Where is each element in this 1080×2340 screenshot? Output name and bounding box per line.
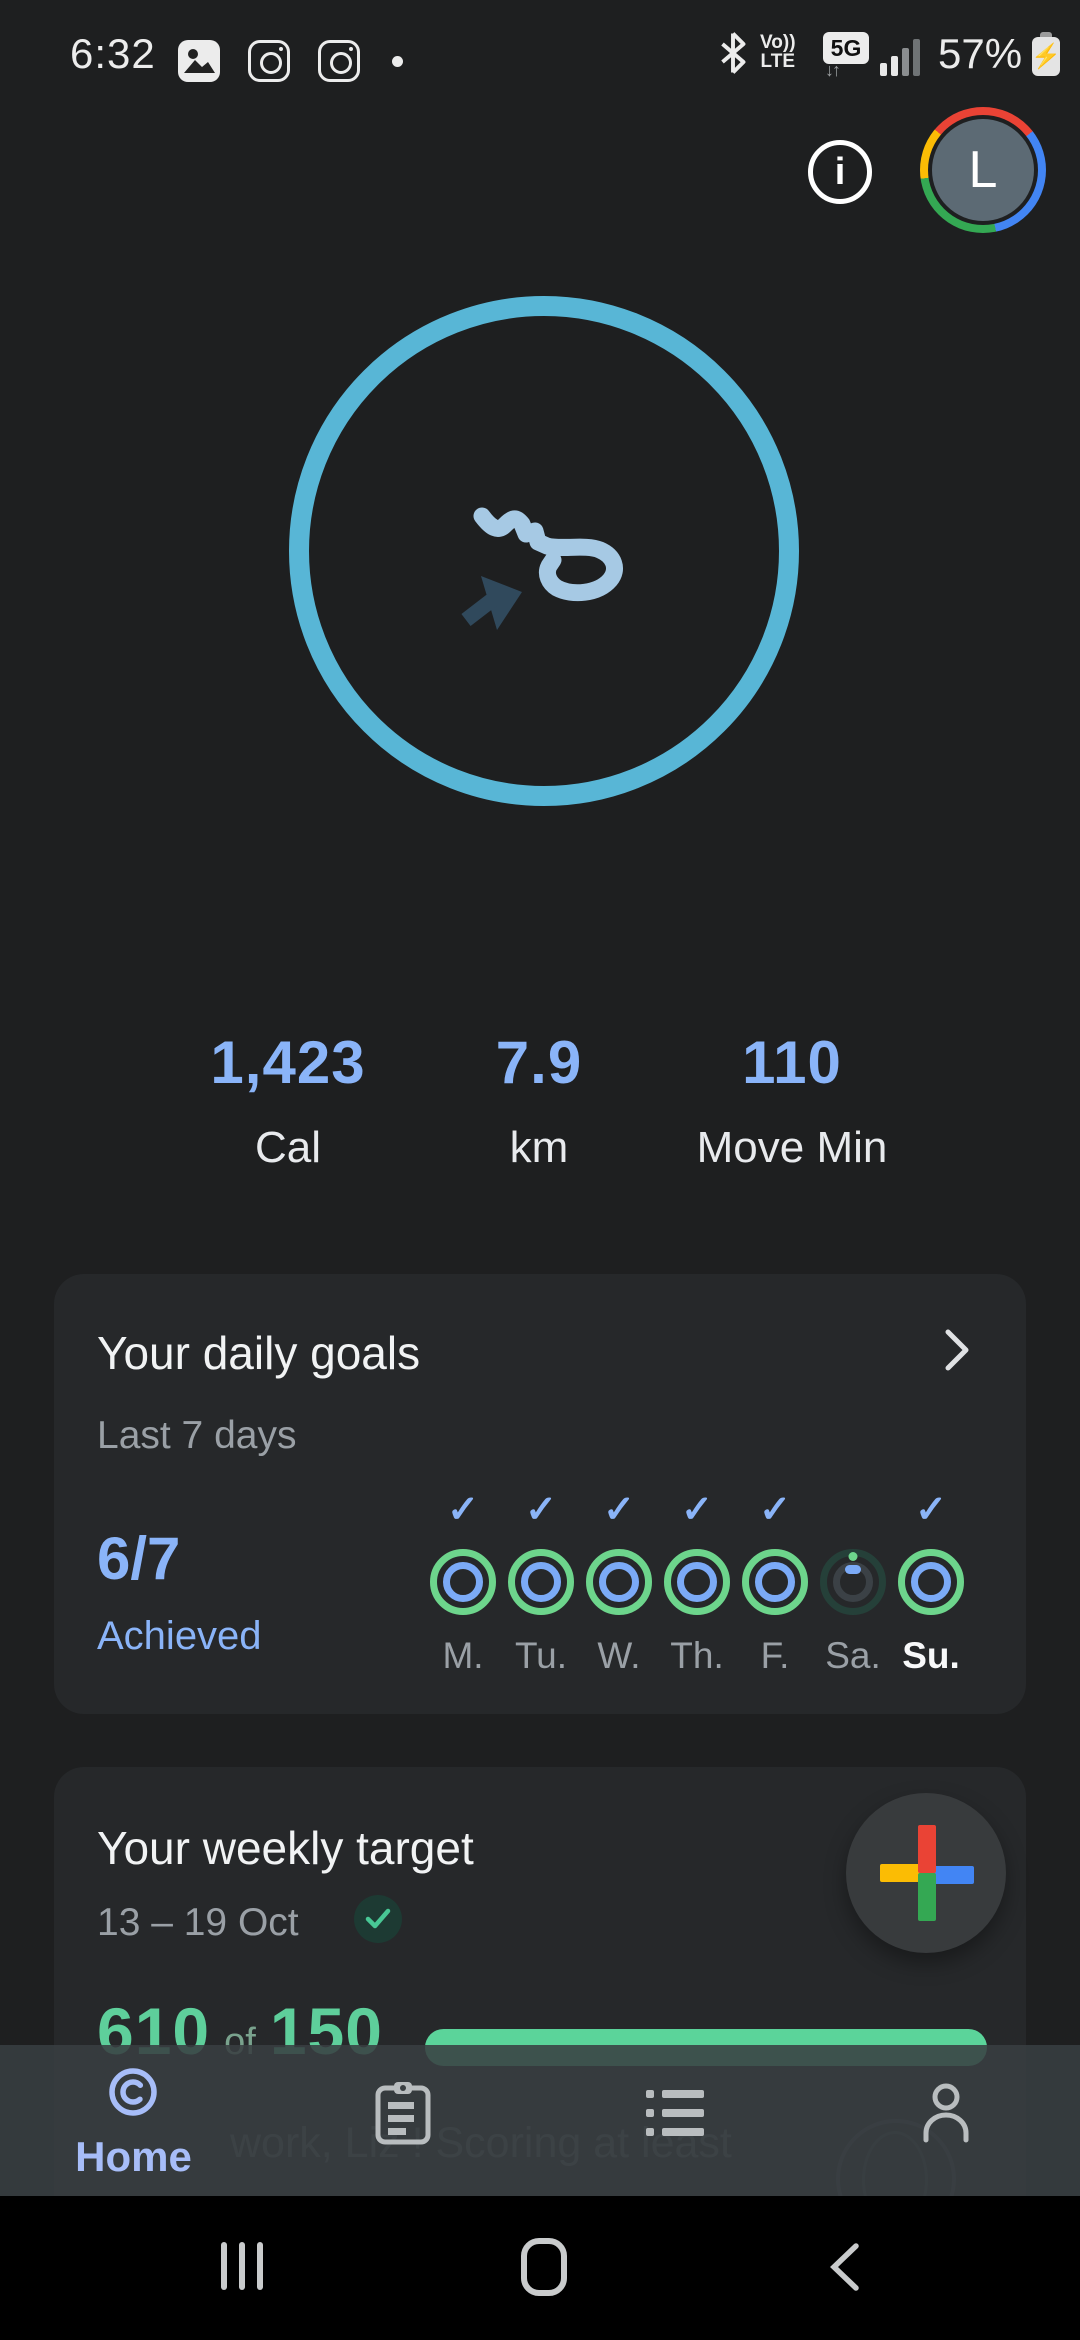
add-activity-fab[interactable]	[846, 1793, 1006, 1953]
inner-goal-ring	[755, 1562, 795, 1602]
5g-icon: 5G	[823, 32, 869, 64]
battery-percent: 57%	[938, 30, 1023, 77]
notification-dot	[392, 56, 403, 67]
status-bar: 6:32 Vo)) LTE 5G ↓↑ 57% ⚡	[0, 0, 1080, 82]
inner-goal-ring	[443, 1562, 483, 1602]
gallery-icon	[178, 40, 220, 82]
inner-goal-ring	[599, 1562, 639, 1602]
stat-calories: 1,423 Cal	[138, 1028, 438, 1173]
outer-goal-ring	[586, 1549, 652, 1615]
outer-goal-ring	[664, 1549, 730, 1615]
weekly-target-dates: 13 – 19 Oct	[97, 1901, 299, 1944]
journal-tab-icon[interactable]	[374, 2080, 432, 2146]
bottom-navigation	[0, 2045, 1080, 2196]
system-gesture-bar	[0, 2196, 1080, 2340]
achieved-label: Achieved	[97, 1614, 262, 1658]
battery-charging-icon: ⚡	[1031, 32, 1061, 76]
check-icon: ✓	[915, 1489, 947, 1531]
outer-goal-ring	[430, 1549, 496, 1615]
calories-value: 1,423	[210, 1029, 366, 1096]
move-min-label: Move Min	[696, 1123, 888, 1172]
home-pill-icon[interactable]	[521, 2238, 567, 2296]
stat-move-minutes: 110 Move Min	[642, 1028, 942, 1173]
browse-tab-icon[interactable]	[646, 2088, 704, 2138]
camera-lens	[260, 52, 282, 74]
outer-goal-ring	[508, 1549, 574, 1615]
info-button[interactable]: i	[808, 140, 872, 204]
volte-bottom-text: LTE	[760, 51, 795, 72]
weekly-target-title: Your weekly target	[97, 1822, 474, 1874]
volte-top-text: Vo))	[760, 32, 796, 53]
info-icon: i	[834, 150, 846, 193]
day-label: Th.	[670, 1635, 724, 1676]
plus-arm-top	[918, 1825, 936, 1873]
day-label: Tu.	[514, 1635, 568, 1676]
camera-dot	[349, 47, 353, 51]
distance-label: km	[509, 1123, 569, 1172]
move-min-value: 110	[742, 1029, 842, 1096]
achieved-count: 6/7	[97, 1525, 181, 1592]
check-icon: ✓	[447, 1489, 479, 1531]
check-icon: ✓	[759, 1489, 791, 1531]
data-arrows-icon: ↓↑	[825, 60, 841, 80]
outer-goal-ring	[898, 1549, 964, 1615]
recents-icon[interactable]	[221, 2242, 263, 2290]
volte-icon: Vo)) LTE	[760, 33, 796, 71]
clock: 6:32	[70, 30, 156, 77]
plus-arm-left	[880, 1864, 928, 1882]
day-label: M.	[442, 1635, 484, 1676]
back-icon[interactable]	[828, 2242, 860, 2292]
inner-goal-ring	[911, 1562, 951, 1602]
check-icon: ✓	[681, 1489, 713, 1531]
day-label: F.	[760, 1635, 790, 1676]
instagram-icon	[318, 40, 360, 82]
avatar[interactable]: L	[920, 107, 1046, 233]
home-tab-label[interactable]: Home	[75, 2133, 192, 2180]
signal-strength-icon	[880, 36, 926, 76]
calories-label: Cal	[254, 1123, 322, 1172]
progress-dash	[845, 1565, 861, 1574]
check-icon: ✓	[525, 1489, 557, 1531]
home-tab-icon[interactable]	[107, 2066, 159, 2118]
week-achieved-badge	[354, 1895, 402, 1943]
stat-distance: 7.9 km	[389, 1028, 689, 1173]
check-icon	[365, 1908, 391, 1929]
daily-goals-subtitle: Last 7 days	[97, 1414, 297, 1457]
instagram-icon	[248, 40, 290, 82]
camera-lens	[330, 52, 352, 74]
outer-goal-ring	[742, 1549, 808, 1615]
plus-arm-bottom	[918, 1873, 936, 1921]
distance-value: 7.9	[495, 1029, 583, 1096]
day-label: W.	[597, 1635, 641, 1676]
inner-goal-ring	[521, 1562, 561, 1602]
scribble-cursor-icon	[461, 507, 623, 630]
bluetooth-icon	[721, 32, 746, 74]
progress-dot	[848, 1552, 858, 1561]
outer-goal-ring	[820, 1549, 886, 1615]
avatar-letter: L	[932, 119, 1034, 221]
camera-dot	[279, 47, 283, 51]
daily-goals-title: Your daily goals	[97, 1327, 421, 1379]
day-label: Su.	[902, 1635, 960, 1676]
check-icon: ✓	[603, 1489, 635, 1531]
chevron-right-icon[interactable]	[944, 1328, 970, 1372]
profile-tab-icon[interactable]	[918, 2082, 974, 2144]
day-label: Sa.	[825, 1635, 881, 1676]
plus-arm-right	[926, 1866, 974, 1884]
inner-goal-ring	[677, 1562, 717, 1602]
daily-goals-card[interactable]: Your daily goals Last 7 days 6/7 Achieve…	[54, 1274, 1026, 1714]
